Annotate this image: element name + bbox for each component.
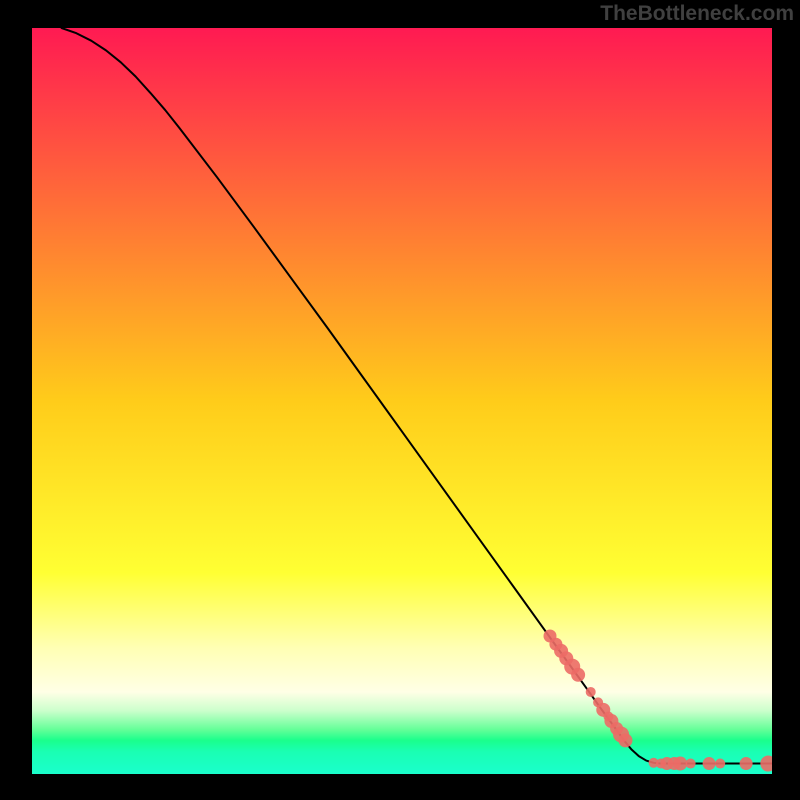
gradient-background — [32, 28, 772, 774]
scatter-point — [740, 757, 753, 770]
chart-svg — [32, 28, 772, 774]
watermark-text: TheBottleneck.com — [600, 2, 794, 26]
scatter-point — [673, 757, 687, 771]
scatter-point — [703, 757, 716, 770]
scatter-point — [586, 687, 596, 697]
scatter-point — [618, 733, 632, 747]
scatter-point — [571, 668, 585, 682]
scatter-point — [686, 759, 696, 769]
chart-container: TheBottleneck.com — [0, 0, 800, 800]
scatter-point — [715, 759, 725, 769]
